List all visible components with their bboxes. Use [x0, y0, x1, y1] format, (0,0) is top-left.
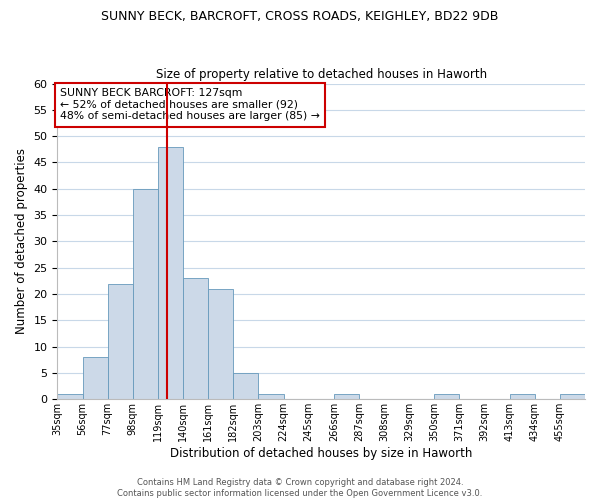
Title: Size of property relative to detached houses in Haworth: Size of property relative to detached ho…	[155, 68, 487, 81]
Bar	[107, 284, 133, 400]
Text: Contains HM Land Registry data © Crown copyright and database right 2024.
Contai: Contains HM Land Registry data © Crown c…	[118, 478, 482, 498]
Bar	[560, 394, 585, 400]
Bar	[58, 394, 83, 400]
Bar	[434, 394, 460, 400]
Text: SUNNY BECK, BARCROFT, CROSS ROADS, KEIGHLEY, BD22 9DB: SUNNY BECK, BARCROFT, CROSS ROADS, KEIGH…	[101, 10, 499, 23]
X-axis label: Distribution of detached houses by size in Haworth: Distribution of detached houses by size …	[170, 447, 472, 460]
Y-axis label: Number of detached properties: Number of detached properties	[15, 148, 28, 334]
Bar	[83, 357, 107, 400]
Bar	[334, 394, 359, 400]
Bar	[158, 146, 183, 400]
Bar	[183, 278, 208, 400]
Bar	[233, 373, 259, 400]
Bar	[208, 289, 233, 400]
Bar	[133, 189, 158, 400]
Bar	[509, 394, 535, 400]
Bar	[259, 394, 284, 400]
Text: SUNNY BECK BARCROFT: 127sqm
← 52% of detached houses are smaller (92)
48% of sem: SUNNY BECK BARCROFT: 127sqm ← 52% of det…	[60, 88, 320, 122]
